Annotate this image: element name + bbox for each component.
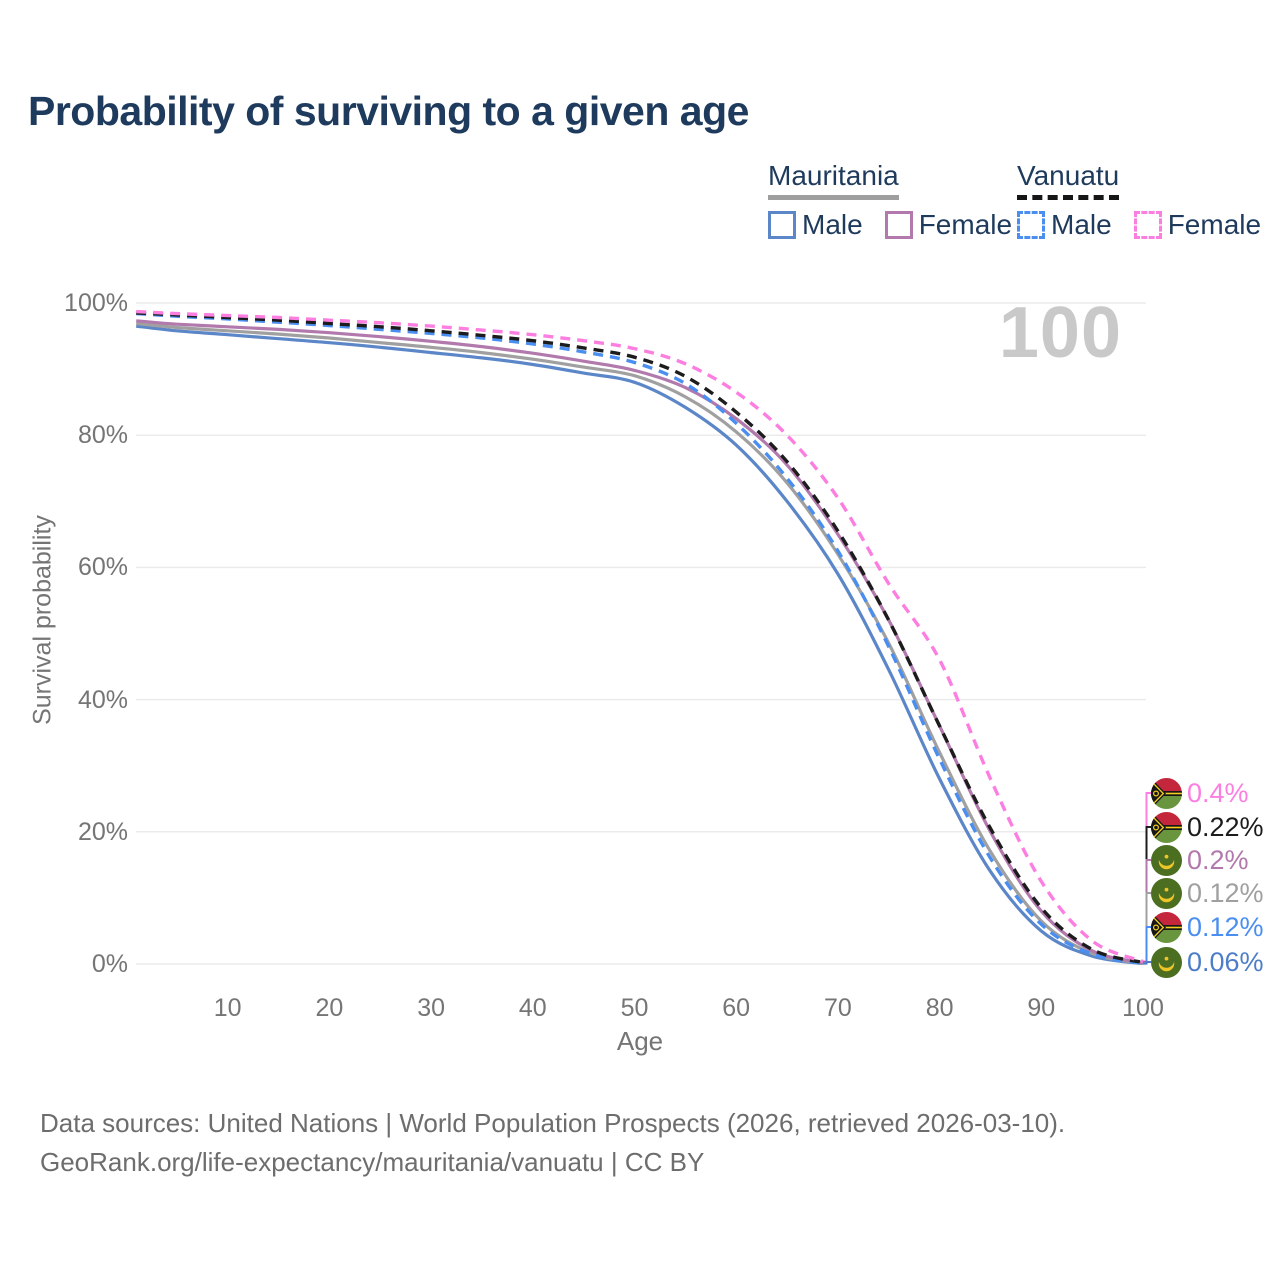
series-line-vanuatu-male[interactable] bbox=[136, 311, 1144, 965]
legend-group-vanuatu: Vanuatu Male Female bbox=[1017, 160, 1261, 241]
age-watermark: 100 bbox=[998, 293, 1122, 373]
legend-country-vanuatu[interactable]: Vanuatu bbox=[1017, 160, 1120, 201]
end-label-connector-vanuatu-male bbox=[1143, 926, 1151, 965]
mauritania-flag-icon bbox=[1151, 877, 1182, 909]
legend-swatch-vanuatu-male[interactable] bbox=[1017, 211, 1045, 240]
x-tick-80: 80 bbox=[925, 994, 954, 1022]
x-tick-10: 10 bbox=[213, 994, 242, 1022]
y-axis-title: Survival probability bbox=[28, 515, 57, 725]
series-line-mauritania-male[interactable] bbox=[136, 324, 1144, 966]
mauritania-flag-icon bbox=[1151, 946, 1182, 978]
end-label-mauritania-female: 0.2% bbox=[1151, 844, 1249, 876]
vanuatu-flag-icon bbox=[1151, 911, 1182, 943]
page-title: Probability of surviving to a given age bbox=[28, 88, 749, 134]
y-tick-40: 40% bbox=[77, 685, 128, 714]
end-label-vanuatu-female: 0.4% bbox=[1151, 777, 1249, 809]
series-line-vanuatu[interactable] bbox=[136, 311, 1144, 965]
y-tick-60: 60% bbox=[77, 553, 128, 582]
vanuatu-flag-icon bbox=[1151, 777, 1182, 809]
footer-attribution: GeoRank.org/life-expectancy/mauritania/v… bbox=[40, 1147, 705, 1177]
legend-group-mauritania: Mauritania Male Female bbox=[768, 160, 1012, 241]
end-label-mauritania: 0.12% bbox=[1151, 877, 1264, 909]
y-tick-20: 20% bbox=[77, 817, 128, 846]
end-label-connector-vanuatu-female bbox=[1143, 792, 1151, 963]
x-tick-40: 40 bbox=[518, 994, 547, 1022]
y-tick-100: 100% bbox=[64, 289, 128, 317]
end-label-vanuatu: 0.22% bbox=[1151, 811, 1264, 843]
mauritania-flag-icon bbox=[1151, 844, 1182, 876]
end-label-value: 0.22% bbox=[1187, 811, 1264, 842]
end-label-value: 0.06% bbox=[1187, 946, 1264, 977]
series-line-mauritania[interactable] bbox=[136, 321, 1144, 965]
end-label-vanuatu-male: 0.12% bbox=[1151, 911, 1264, 943]
legend-label: Male bbox=[1051, 209, 1112, 241]
end-label-value: 0.12% bbox=[1187, 911, 1264, 942]
x-tick-60: 60 bbox=[722, 994, 751, 1022]
x-axis-title: Age bbox=[616, 1026, 664, 1056]
legend-swatch-vanuatu-female[interactable] bbox=[1133, 211, 1162, 240]
end-label-value: 0.4% bbox=[1187, 777, 1249, 808]
legend-label: Male bbox=[802, 209, 863, 241]
legend-swatch-mauritania-male[interactable] bbox=[768, 211, 796, 240]
y-tick-0: 0% bbox=[91, 950, 128, 978]
series-line-vanuatu-female[interactable] bbox=[136, 309, 1144, 963]
end-label-value: 0.12% bbox=[1187, 877, 1264, 908]
end-label-connector-mauritania-male bbox=[1143, 961, 1151, 965]
y-tick-80: 80% bbox=[77, 421, 128, 450]
x-tick-20: 20 bbox=[315, 994, 344, 1022]
series-line-mauritania-female[interactable] bbox=[136, 319, 1144, 965]
legend-swatch-mauritania-female[interactable] bbox=[884, 211, 913, 240]
x-tick-50: 50 bbox=[620, 994, 649, 1022]
end-label-mauritania-male: 0.06% bbox=[1151, 946, 1264, 978]
legend-country-mauritania[interactable]: Mauritania bbox=[768, 160, 899, 201]
legend-item-vanuatu-male[interactable]: Male bbox=[1017, 209, 1112, 241]
end-label-connector-mauritania-female bbox=[1143, 859, 1151, 964]
vanuatu-flag-icon bbox=[1151, 811, 1182, 843]
legend-item-vanuatu-female[interactable]: Female bbox=[1133, 209, 1262, 241]
x-tick-100: 100 bbox=[1122, 994, 1164, 1022]
legend-label: Female bbox=[918, 209, 1013, 241]
legend-item-mauritania-male[interactable]: Male bbox=[768, 209, 863, 241]
x-tick-70: 70 bbox=[823, 994, 852, 1022]
x-tick-90: 90 bbox=[1027, 994, 1056, 1022]
end-label-connector-vanuatu bbox=[1143, 826, 1151, 964]
end-label-value: 0.2% bbox=[1187, 844, 1249, 875]
legend-label: Female bbox=[1167, 209, 1262, 241]
x-tick-30: 30 bbox=[417, 994, 445, 1022]
footer-datasources: Data sources: United Nations | World Pop… bbox=[40, 1108, 1066, 1138]
legend-item-mauritania-female[interactable]: Female bbox=[884, 209, 1013, 241]
end-label-connector-mauritania bbox=[1143, 892, 1151, 965]
